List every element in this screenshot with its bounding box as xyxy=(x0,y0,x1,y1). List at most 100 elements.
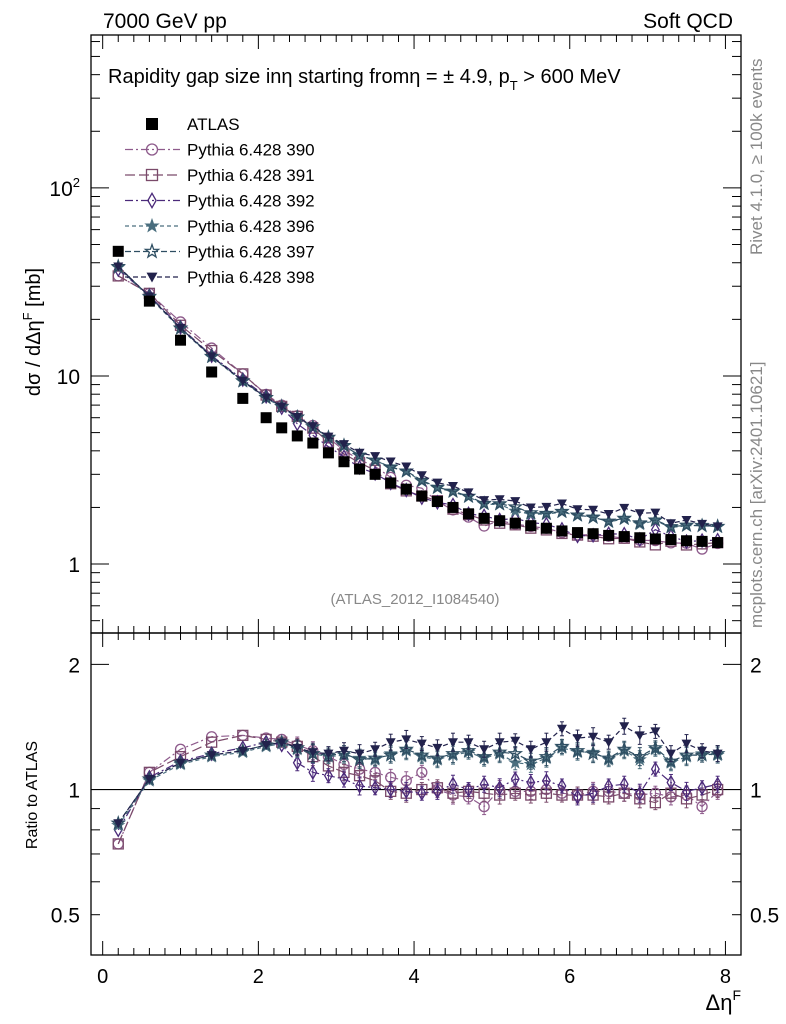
series-point-ratio xyxy=(681,739,692,749)
data-point xyxy=(556,525,568,537)
rivet-version-label: Rivet 4.1.0, ≥ 100k events xyxy=(747,59,766,255)
series-point-main xyxy=(447,482,458,492)
series-point-ratio xyxy=(495,779,505,796)
series-point-ratio xyxy=(678,746,695,762)
marker-shape xyxy=(260,412,272,424)
marker-shape xyxy=(323,432,334,442)
series-point-ratio xyxy=(448,776,458,793)
marker-shape xyxy=(354,448,365,458)
marker-shape xyxy=(382,746,399,762)
marker-shape xyxy=(175,758,186,768)
marker-shape xyxy=(507,745,524,761)
series-point-ratio xyxy=(697,746,708,756)
marker-shape xyxy=(556,525,568,537)
series-point-main xyxy=(681,515,692,525)
series-point-ratio xyxy=(572,734,583,744)
series-point-main xyxy=(494,495,505,505)
marker-shape xyxy=(618,531,630,543)
marker-shape xyxy=(112,838,124,850)
marker-shape xyxy=(369,468,381,480)
series-point-ratio xyxy=(323,767,333,784)
marker-shape xyxy=(367,451,383,467)
marker-shape xyxy=(431,496,443,508)
data-point xyxy=(354,463,366,475)
ratio-y-tick-label-right: 2 xyxy=(750,654,762,677)
marker-shape xyxy=(351,447,368,463)
series-pythia-6-428-397 xyxy=(110,258,726,830)
series-point-main xyxy=(414,472,430,488)
marker-shape xyxy=(541,772,551,789)
series-point-main xyxy=(476,495,492,511)
marker-shape xyxy=(401,462,412,472)
marker-shape xyxy=(603,738,614,748)
marker-shape xyxy=(631,514,648,530)
x-axis-label-main: Δη xyxy=(706,990,733,1015)
legend-entry: Pythia 6.428 396 xyxy=(125,217,315,236)
marker-shape xyxy=(556,499,567,509)
series-point-main xyxy=(401,462,412,472)
series-point-ratio xyxy=(206,751,217,761)
data-point xyxy=(603,529,615,541)
series-point-main xyxy=(554,503,570,519)
series-point-main xyxy=(588,505,599,515)
y-tick-label-base: 1 xyxy=(68,554,80,577)
plot-title-tail: > 600 MeV xyxy=(518,66,622,88)
marker-shape xyxy=(647,739,664,755)
series-point-main xyxy=(445,482,461,498)
y-axis-label-superscript: F xyxy=(20,312,35,320)
marker-shape xyxy=(386,781,396,798)
series-point-main xyxy=(175,324,186,334)
marker-shape xyxy=(494,495,505,505)
marker-shape xyxy=(649,797,662,809)
marker-shape xyxy=(573,789,583,805)
marker-shape xyxy=(681,535,693,547)
data-point xyxy=(540,522,552,534)
marker-shape xyxy=(355,778,365,794)
marker-shape xyxy=(147,192,157,209)
legend-label: Pythia 6.428 391 xyxy=(187,166,315,185)
series-point-main xyxy=(463,488,474,498)
series-point-main xyxy=(354,448,365,458)
marker-shape xyxy=(367,749,383,765)
legend-label: Pythia 6.428 392 xyxy=(187,192,315,211)
series-point-ratio xyxy=(713,776,723,793)
data-point xyxy=(634,532,646,544)
marker-shape xyxy=(385,738,396,748)
series-point-main xyxy=(619,503,630,513)
marker-shape xyxy=(370,745,381,755)
data-point xyxy=(307,437,319,449)
marker-shape xyxy=(479,745,490,755)
legend-marker xyxy=(147,192,157,209)
marker-shape xyxy=(712,749,723,759)
series-point-ratio xyxy=(697,779,707,796)
series-point-main xyxy=(416,471,427,481)
marker-shape xyxy=(616,741,633,756)
data-point xyxy=(385,477,397,489)
marker-shape xyxy=(143,242,161,259)
x-axis-label-superscript: F xyxy=(732,987,741,1003)
x-tick-label: 0 xyxy=(97,966,108,988)
marker-shape xyxy=(510,736,521,746)
marker-shape xyxy=(339,771,349,787)
series-point-ratio xyxy=(616,741,633,756)
series-point-ratio xyxy=(308,764,318,781)
marker-shape xyxy=(175,334,187,346)
series-point-ratio xyxy=(650,727,661,737)
marker-shape xyxy=(681,739,692,749)
series-point-ratio xyxy=(634,731,645,741)
data-point xyxy=(494,515,506,527)
data-point xyxy=(338,456,350,468)
marker-shape xyxy=(525,745,536,755)
marker-shape xyxy=(697,746,708,756)
series-point-ratio xyxy=(682,783,692,800)
data-point xyxy=(587,528,599,540)
series-point-ratio xyxy=(603,738,614,748)
marker-shape xyxy=(323,749,334,759)
series-point-main xyxy=(538,505,555,521)
marker-shape xyxy=(175,324,186,334)
marker-shape xyxy=(416,739,427,749)
marker-shape xyxy=(585,745,601,761)
marker-shape xyxy=(538,505,555,521)
